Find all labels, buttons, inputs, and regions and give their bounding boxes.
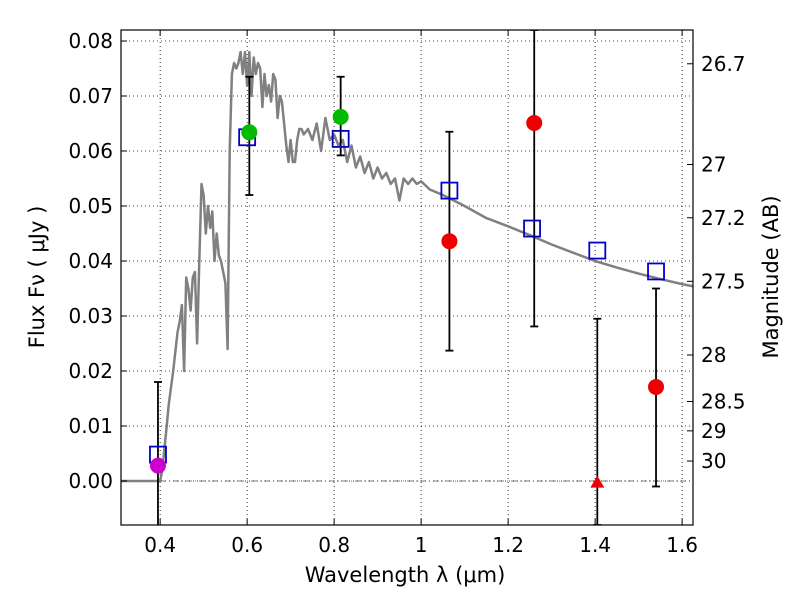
y-tick-label: 0.05: [68, 194, 113, 218]
plot-area: [121, 30, 693, 525]
y-tick-label: 0.08: [68, 29, 113, 53]
y-tick-label: 0.04: [68, 249, 113, 273]
observed-point: [648, 378, 665, 395]
mag-tick-label: 27.5: [701, 269, 746, 293]
x-axis-label: Wavelength λ (μm): [305, 563, 506, 587]
y-tick-label: 0.07: [68, 84, 113, 108]
model-photometry-square: [588, 241, 607, 260]
x-tick-label: 0.8: [318, 533, 350, 557]
y-tick-label: 0.01: [68, 414, 113, 438]
observed-point: [149, 457, 166, 474]
mag-tick-label: 28: [701, 343, 726, 367]
axes: 0.4 0.6 0.8 1 1.2 1.4 1.6 0.00 0.01 0.02 0.03 0.04 0…: [68, 29, 745, 557]
y-tick-label: 0.00: [68, 469, 113, 493]
mag-tick-label: 27: [701, 153, 726, 177]
y-tick-label: 0.03: [68, 304, 113, 328]
plot-frame: [120, 29, 694, 526]
x-tick-label: 1: [415, 533, 428, 557]
model-photometry-square: [331, 129, 350, 148]
y-tick-label: 0.06: [68, 139, 113, 163]
mag-tick-label: 28.5: [701, 390, 746, 414]
y-axis-label: Flux Fν ( μJy ): [25, 206, 49, 349]
observed-point: [526, 114, 543, 131]
observed-upper-limit-marker: [590, 475, 605, 488]
y2-axis-label: Magnitude (AB): [759, 195, 783, 358]
x-tick-label: 0.4: [144, 533, 176, 557]
x-tick-label: 1.6: [666, 533, 698, 557]
x-tick-label: 1.2: [492, 533, 524, 557]
model-photometry-square: [440, 181, 459, 200]
observed-point: [441, 233, 458, 250]
model-photometry-square: [647, 262, 665, 281]
y-tick-label: 0.02: [68, 359, 113, 383]
mag-tick-label: 26.7: [701, 52, 746, 76]
model-photometry-square: [523, 219, 541, 238]
mag-tick-label: 27.2: [701, 206, 746, 230]
x-tick-label: 0.6: [231, 533, 263, 557]
observed-point: [332, 108, 349, 125]
model-sed-line: [121, 50, 693, 483]
observed-point: [241, 124, 258, 141]
mag-tick-label: 30: [701, 449, 726, 473]
mag-tick-label: 29: [701, 419, 726, 443]
x-tick-label: 1.4: [579, 533, 611, 557]
